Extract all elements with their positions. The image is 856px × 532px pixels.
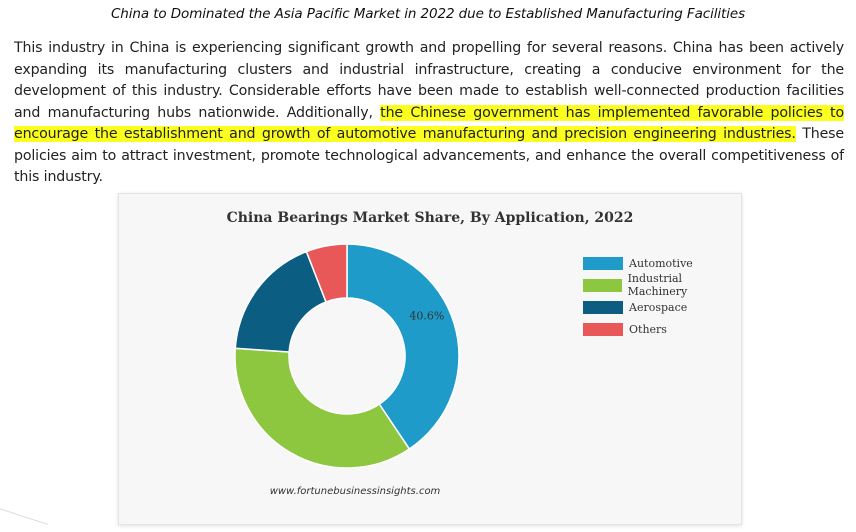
legend-swatch [583, 256, 623, 270]
legend-swatch [583, 300, 623, 314]
legend-item: Aerospace [583, 296, 741, 318]
donut-slice-automotive [346, 243, 460, 451]
decorative-line [0, 496, 48, 525]
source-credit: www.fortunebusinessinsights.com [269, 486, 441, 497]
legend-swatch [583, 322, 623, 336]
donut-slice-others [305, 243, 348, 303]
paragraph-text: This industry in China is experiencing s… [14, 40, 844, 121]
paragraph-text-end: These policies aim to attract investment… [14, 126, 844, 185]
legend-label: Others [629, 322, 667, 336]
donut-chart: 40.6% [234, 243, 460, 469]
legend-label: Automotive [629, 256, 693, 270]
chart-title: China Bearings Market Share, By Applicat… [226, 210, 634, 226]
legend-item: Others [583, 318, 741, 340]
section-heading: China to Dominated the Asia Pacific Mark… [110, 6, 746, 22]
chart-card: China Bearings Market Share, By Applicat… [118, 193, 742, 525]
body-paragraph: This industry in China is experiencing s… [14, 38, 844, 189]
legend-label: Industrial Machinery [627, 272, 688, 298]
data-label: 40.6% [409, 310, 444, 323]
legend-item: Industrial Machinery [583, 272, 741, 298]
donut-slice-industrial-machinery [234, 347, 411, 469]
legend-label: Aerospace [629, 300, 688, 314]
legend-item: Automotive [583, 252, 741, 274]
legend-swatch [583, 278, 622, 292]
chart-legend: Automotive Industrial Machinery Aerospace O… [583, 252, 741, 340]
